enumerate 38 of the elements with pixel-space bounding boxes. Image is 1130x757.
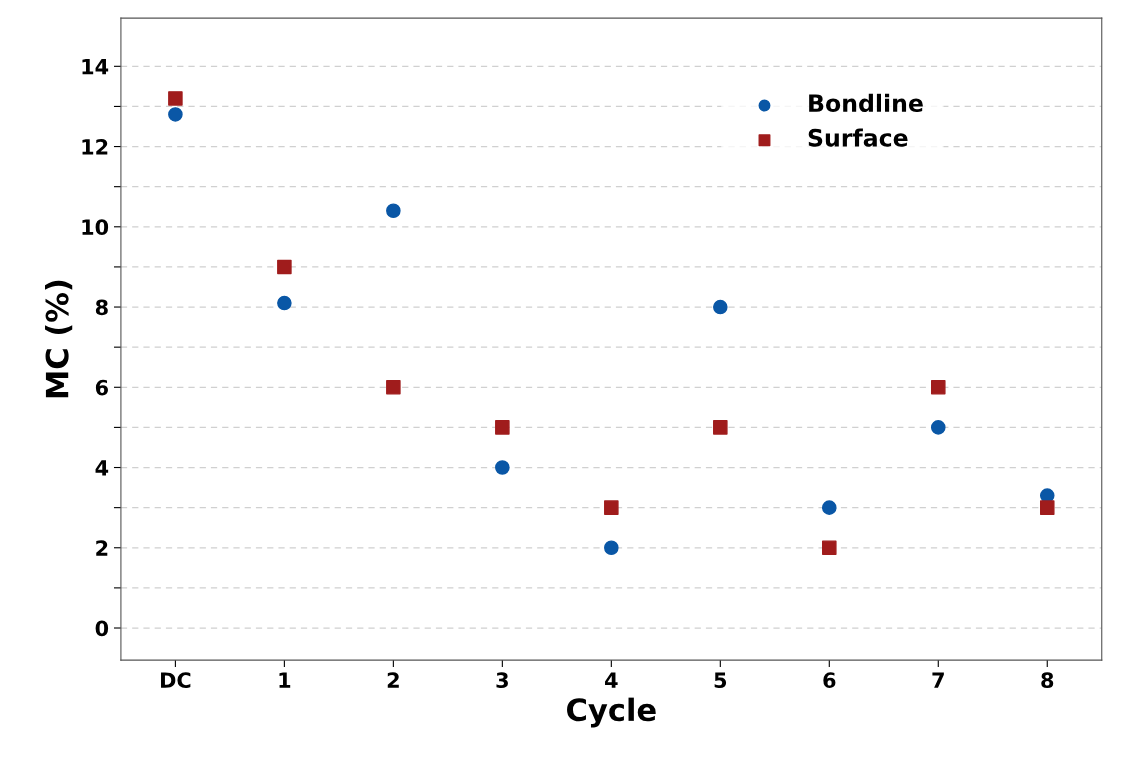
y-tick-label: 8 bbox=[95, 299, 108, 316]
x-tick-label: 8 bbox=[1041, 672, 1054, 689]
legend-label: Bondline bbox=[809, 93, 923, 113]
y-tick-label: 6 bbox=[95, 379, 108, 396]
point bbox=[713, 420, 728, 435]
y-tick-label: 4 bbox=[95, 460, 109, 476]
x-tick-label: 6 bbox=[823, 672, 836, 689]
x-tick-label: 3 bbox=[496, 672, 508, 689]
x-tick-label: 1 bbox=[279, 672, 291, 688]
legend-label: Surface bbox=[808, 128, 908, 147]
x-axis-title: Cycle bbox=[567, 697, 656, 728]
y-tick-label: 14 bbox=[82, 59, 109, 75]
x-tick-label: 4 bbox=[605, 672, 618, 688]
point bbox=[495, 420, 510, 435]
point bbox=[1039, 500, 1055, 515]
point bbox=[930, 420, 946, 435]
x-tick-label: 2 bbox=[387, 672, 399, 688]
point bbox=[168, 91, 183, 106]
y-axis-title: MC (%) bbox=[45, 280, 73, 398]
point bbox=[277, 259, 292, 275]
point bbox=[495, 460, 510, 475]
point bbox=[604, 500, 619, 515]
point bbox=[386, 203, 401, 219]
point bbox=[168, 107, 183, 122]
x-tick-label: 7 bbox=[932, 672, 944, 688]
y-tick-label: 0 bbox=[95, 620, 109, 637]
point bbox=[386, 379, 401, 395]
point bbox=[822, 500, 837, 515]
point bbox=[822, 540, 837, 556]
x-tick-label: 5 bbox=[714, 672, 727, 689]
y-tick-label: 10 bbox=[82, 219, 109, 236]
point bbox=[277, 295, 292, 311]
point bbox=[930, 379, 946, 395]
y-tick-label: 2 bbox=[96, 540, 108, 556]
point bbox=[713, 299, 728, 315]
x-tick-label: DC bbox=[161, 672, 191, 689]
point bbox=[604, 540, 619, 556]
y-tick-label: 12 bbox=[82, 139, 108, 155]
